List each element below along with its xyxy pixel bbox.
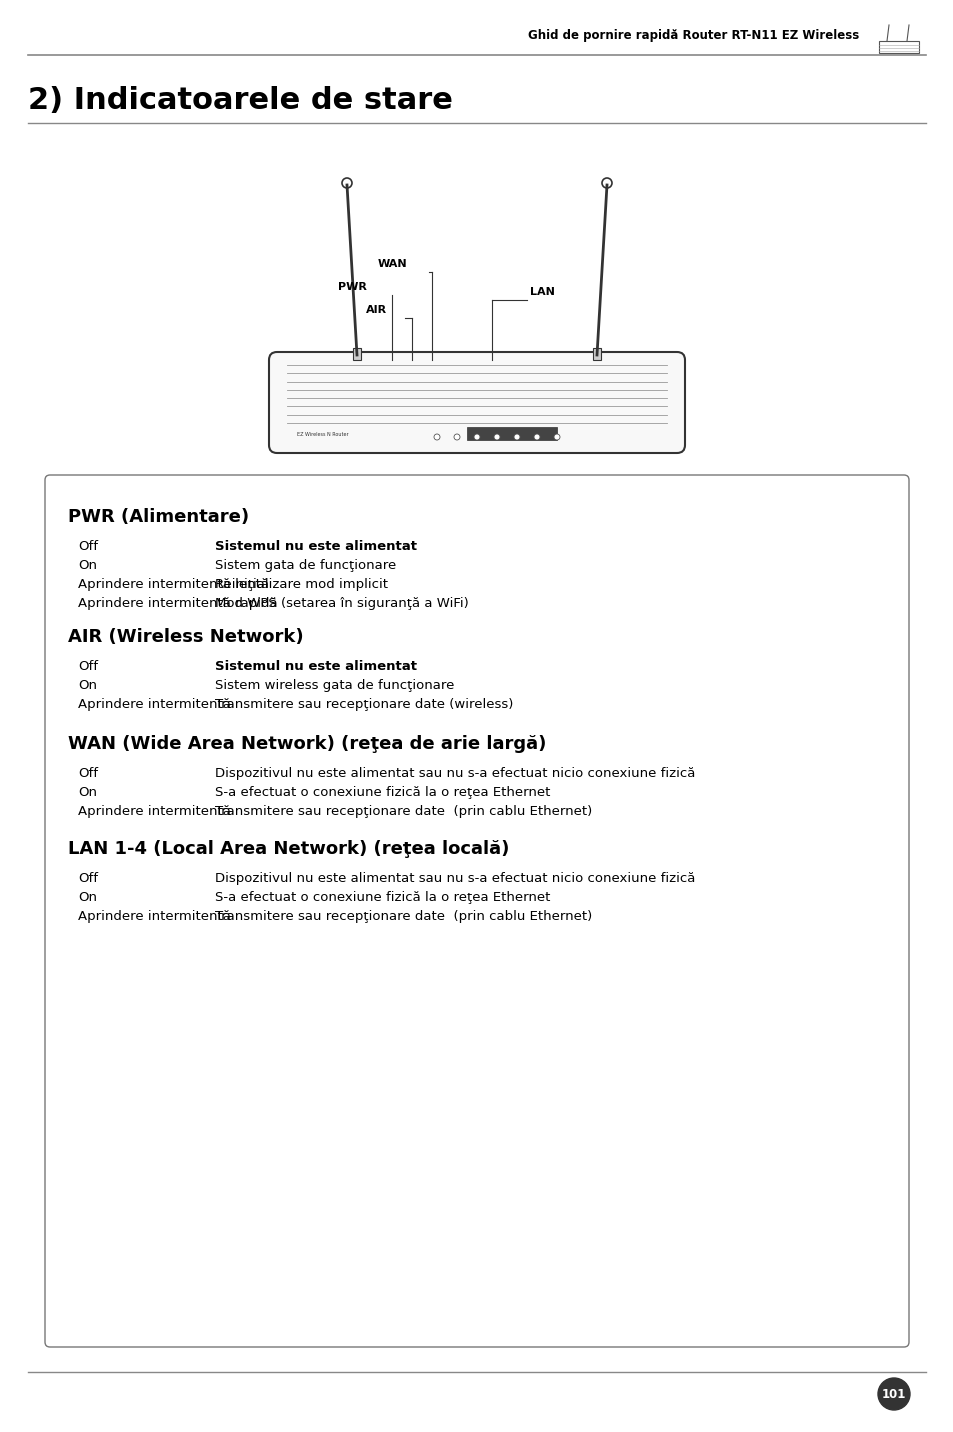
Text: WAN (Wide Area Network) (reţea de arie largă): WAN (Wide Area Network) (reţea de arie l… [68, 735, 546, 753]
Bar [878, 42, 918, 53]
Text: S-a efectuat o conexiune fizică la o reţea Ethernet: S-a efectuat o conexiune fizică la o reţ… [214, 786, 550, 799]
Text: S-a efectuat o conexiune fizică la o reţea Ethernet: S-a efectuat o conexiune fizică la o reţ… [214, 891, 550, 904]
Text: LAN 1-4 (Local Area Network) (reţea locală): LAN 1-4 (Local Area Network) (reţea loca… [68, 841, 509, 858]
Circle shape [514, 434, 519, 440]
Text: Aprindere intermitentă: Aprindere intermitentă [78, 697, 231, 712]
Text: Transmitere sau recepţionare date  (prin cablu Ethernet): Transmitere sau recepţionare date (prin … [214, 909, 592, 924]
Text: Off: Off [78, 872, 98, 885]
Text: PWR: PWR [337, 282, 367, 292]
Text: PWR (Alimentare): PWR (Alimentare) [68, 508, 249, 526]
Text: Transmitere sau recepţionare date (wireless): Transmitere sau recepţionare date (wirel… [214, 697, 513, 712]
Circle shape [474, 434, 479, 440]
Text: EZ Wireless N Router: EZ Wireless N Router [296, 432, 348, 438]
Text: Dispozitivul nu este alimentat sau nu s-a efectuat nicio conexiune fizică: Dispozitivul nu este alimentat sau nu s-… [214, 872, 695, 885]
Text: On: On [78, 558, 97, 571]
Text: AIR (Wireless Network): AIR (Wireless Network) [68, 629, 303, 646]
Text: Aprindere intermitentă: Aprindere intermitentă [78, 805, 231, 818]
Text: Off: Off [78, 540, 98, 553]
Text: Off: Off [78, 660, 98, 673]
Circle shape [877, 1378, 909, 1411]
Circle shape [601, 178, 612, 188]
Text: Sistem wireless gata de funcţionare: Sistem wireless gata de funcţionare [214, 679, 454, 692]
FancyBboxPatch shape [269, 352, 684, 453]
Text: Aprindere intermitentă lentă: Aprindere intermitentă lentă [78, 579, 269, 591]
Circle shape [534, 434, 539, 440]
Text: 2) Indicatoarele de stare: 2) Indicatoarele de stare [28, 86, 453, 115]
FancyBboxPatch shape [45, 475, 908, 1348]
Text: Mod WPS (setarea în siguranţă a WiFi): Mod WPS (setarea în siguranţă a WiFi) [214, 597, 468, 610]
Text: Sistem gata de funcţionare: Sistem gata de funcţionare [214, 558, 395, 571]
Bar [467, 427, 557, 440]
Text: On: On [78, 891, 97, 904]
Text: Reiniţializare mod implicit: Reiniţializare mod implicit [214, 579, 388, 591]
Text: WAN: WAN [377, 259, 407, 269]
Bar [593, 348, 600, 359]
Text: Transmitere sau recepţionare date  (prin cablu Ethernet): Transmitere sau recepţionare date (prin … [214, 805, 592, 818]
Bar [353, 348, 360, 359]
Text: Ghid de pornire rapidă Router RT-N11 EZ Wireless: Ghid de pornire rapidă Router RT-N11 EZ … [527, 29, 858, 42]
Text: 101: 101 [881, 1388, 905, 1400]
Text: Aprindere intermitentă: Aprindere intermitentă [78, 909, 231, 924]
Text: On: On [78, 786, 97, 799]
Text: AIR: AIR [366, 305, 387, 315]
Circle shape [434, 434, 439, 440]
Circle shape [494, 434, 499, 440]
Text: Dispozitivul nu este alimentat sau nu s-a efectuat nicio conexiune fizică: Dispozitivul nu este alimentat sau nu s-… [214, 768, 695, 780]
Text: LAN: LAN [530, 286, 555, 296]
Text: Sistemul nu este alimentat: Sistemul nu este alimentat [214, 540, 416, 553]
Text: On: On [78, 679, 97, 692]
Text: Aprindere intermitentă rapidă: Aprindere intermitentă rapidă [78, 597, 277, 610]
Circle shape [554, 434, 559, 440]
Circle shape [454, 434, 459, 440]
Text: Sistemul nu este alimentat: Sistemul nu este alimentat [214, 660, 416, 673]
Text: Off: Off [78, 768, 98, 780]
Circle shape [341, 178, 352, 188]
